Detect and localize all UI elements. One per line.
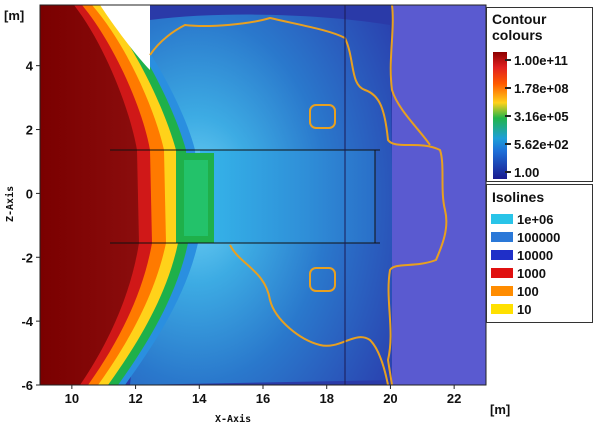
isolines-legend-title: Isolines: [492, 189, 545, 205]
y-tick-label: -6: [21, 378, 33, 393]
isoline-row: 10: [491, 301, 532, 317]
y-tick-group: 4 2 0 -2 -4 -6: [21, 59, 40, 393]
tunnel-entrance-core: [184, 160, 208, 236]
contour-level-row: 1.00: [505, 164, 540, 180]
x-axis-title: X-Axis: [215, 413, 251, 425]
y-axis-title: Z-Axis: [4, 186, 16, 222]
contour-level-row: 1.00e+11: [505, 52, 568, 68]
isoline-label: 1000: [517, 265, 546, 281]
isoline-label: 100000: [517, 229, 561, 245]
isoline-swatch: [491, 214, 513, 224]
x-tick-label: 14: [192, 391, 207, 406]
isoline-100-right: [389, 5, 431, 146]
y-unit-label: [m]: [4, 8, 24, 23]
x-tick-label: 16: [256, 391, 270, 406]
contour-level-tick: [505, 143, 511, 145]
isoline-swatch: [491, 232, 513, 242]
isoline-swatch: [491, 286, 513, 296]
contour-level-label: 5.62e+02: [514, 136, 569, 152]
x-tick-label: 22: [447, 391, 461, 406]
contour-level-label: 1.78e+08: [514, 80, 569, 96]
isoline-row: 100000: [491, 229, 561, 245]
contour-level-row: 3.16e+05: [505, 108, 569, 124]
tunnel-region: [200, 150, 375, 243]
contour-legend-title: Contour colours: [492, 11, 547, 43]
isoline-100-lower: [229, 244, 389, 385]
contour-level-tick: [505, 115, 511, 117]
isoline-label: 10000: [517, 247, 554, 263]
isoline-label: 100: [517, 283, 539, 299]
contour-level-tick: [505, 59, 511, 61]
isoline-row: 100: [491, 283, 539, 299]
isoline-island-upper: [309, 104, 336, 129]
y-tick-label: -4: [21, 314, 33, 329]
isoline-label: 1e+06: [517, 211, 554, 227]
contour-level-row: 1.78e+08: [505, 80, 569, 96]
x-tick-label: 10: [65, 391, 79, 406]
field-layer: [40, 5, 486, 385]
contour-level-label: 3.16e+05: [514, 108, 569, 124]
contour-level-tick: [505, 87, 511, 89]
x-tick-label: 18: [319, 391, 333, 406]
x-tick-label: 20: [383, 391, 397, 406]
isoline-swatch: [491, 268, 513, 278]
contour-level-label: 1.00: [514, 164, 540, 180]
isoline-100-outline: [149, 16, 448, 385]
isoline-swatch: [491, 250, 513, 260]
body-core: [40, 5, 139, 385]
y-tick-label: 0: [26, 186, 33, 201]
y-tick-label: 2: [26, 123, 33, 138]
x-unit-label: [m]: [490, 402, 510, 417]
color-bar: [493, 52, 507, 179]
isoline-row: 10000: [491, 247, 554, 263]
y-tick-label: 4: [26, 59, 34, 74]
isoline-row: 1e+06: [491, 211, 554, 227]
isoline-row: 1000: [491, 265, 546, 281]
x-tick-label: 12: [128, 391, 142, 406]
isoline-island-lower: [309, 267, 336, 292]
y-tick-label: -2: [21, 250, 33, 265]
contour-level-label: 1.00e+11: [514, 52, 568, 68]
contour-legend: Contour colours 1.00e+11 1.78e+08 3.16e+05…: [486, 7, 593, 182]
isoline-label: 10: [517, 301, 532, 317]
contour-level-row: 5.62e+02: [505, 136, 569, 152]
white-notch: [100, 5, 150, 70]
isoline-swatch: [491, 304, 513, 314]
x-tick-group: 10 12 14 16 18 20 22: [65, 385, 461, 406]
isolines-legend: Isolines 1e+06 100000 10000 1000 100 10: [486, 184, 593, 323]
right-region: [392, 5, 486, 385]
contour-level-tick: [505, 171, 511, 173]
